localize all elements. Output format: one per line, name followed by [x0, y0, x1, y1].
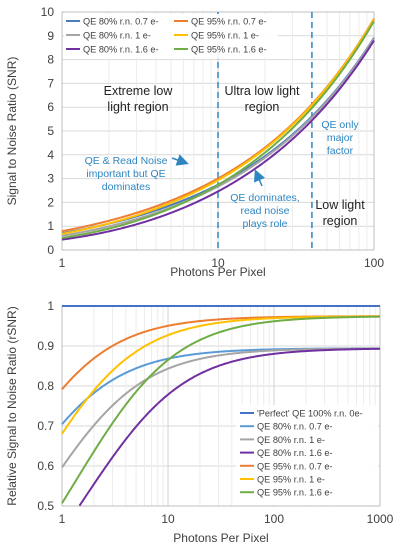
- annotation-qe-rn: QE & Read Noise: [85, 155, 168, 167]
- annotation-qe-dom: QE dominates,: [230, 192, 299, 204]
- legend-entry-qe-80-r-n-1-e: QE 80% r.n. 1 e-: [83, 31, 151, 41]
- annotation-qe-rn: important but QE: [86, 168, 165, 180]
- y-axis-label: Relative Signal to Noise Ratio (rSNR): [5, 306, 19, 505]
- legend-entry-qe-95-r-n-1-6-e: QE 95% r.n. 1.6 e-: [257, 488, 333, 498]
- x-axis-label: Photons Per Pixel: [173, 531, 268, 545]
- legend-entry-qe-95-r-n-1-e: QE 95% r.n. 1 e-: [257, 475, 325, 485]
- y-tick-label: 0.8: [37, 379, 54, 393]
- legend-entry-qe-80-r-n-1-e: QE 80% r.n. 1 e-: [257, 435, 325, 445]
- series-line-qe-80-r-n-1-6-e: [61, 39, 375, 241]
- legend-background: [64, 14, 278, 58]
- x-tick-label: 100: [264, 512, 284, 526]
- legend: 'Perfect' QE 100% r.n. 0e- QE 80% r.n. 0.…: [236, 405, 378, 505]
- annotation-ultra: region: [245, 100, 280, 114]
- chart-2-plot: 0.5 0.6 0.7 0.8 0.9 1 1 10 100 1000 Photons Per Pi…: [5, 299, 394, 545]
- legend-entry-qe-95-r-n-0-7-e: QE 95% r.n. 0.7 e-: [191, 17, 267, 27]
- annotation-extreme: light region: [107, 100, 168, 114]
- y-tick-label: 1: [47, 219, 54, 233]
- annotation-qe-dom: plays role: [243, 218, 288, 230]
- y-tick-label: 0: [47, 243, 54, 257]
- series-line-qe-80-r-n-1-e: [61, 347, 381, 469]
- legend-entry-qe-95-r-n-0-7-e: QE 95% r.n. 0.7 e-: [257, 461, 333, 471]
- x-tick-label: 100: [364, 256, 384, 270]
- y-tick-label: 7: [47, 76, 54, 90]
- x-tick-label: 10: [211, 256, 225, 270]
- annotation-qe-dom: read noise: [240, 205, 289, 217]
- x-tick-label: 1000: [367, 512, 394, 526]
- y-tick-label: 4: [47, 148, 54, 162]
- y-tick-label: 6: [47, 100, 54, 114]
- annotation-qe-rn: dominates: [102, 181, 150, 193]
- annotation-arrow-qe-dom: [254, 169, 266, 187]
- x-tick-label: 1: [59, 512, 66, 526]
- annotation-qe-only: QE only: [321, 119, 359, 131]
- y-tick-label: 9: [47, 29, 54, 43]
- legend-entry-qe-80-r-n-0-7-e: QE 80% r.n. 0.7 e-: [83, 17, 159, 27]
- y-axis-label: Signal to Noise Ratio (SNR): [5, 57, 19, 206]
- series-line-qe-95-r-n-1-e: [61, 18, 375, 235]
- legend-entry-qe-80-r-n-1-6-e: QE 80% r.n. 1.6 e-: [83, 45, 159, 55]
- annotation-low: region: [323, 214, 358, 228]
- y-tick-label: 8: [47, 53, 54, 67]
- y-tick-label: 0.7: [37, 419, 54, 433]
- series-line-qe-95-r-n-0-7-e: [61, 315, 380, 390]
- annotation-qe-only: factor: [327, 145, 354, 157]
- x-tick-label: 1: [59, 256, 66, 270]
- x-tick-label: 10: [161, 512, 175, 526]
- y-tick-label: 1: [47, 299, 54, 313]
- annotation-qe-only: major: [327, 132, 354, 144]
- x-axis-label: Photons Per Pixel: [170, 265, 265, 279]
- series-line-qe-80-r-n-1-6-e: [78, 347, 381, 507]
- y-tick-label: 0.6: [37, 459, 54, 473]
- annotation-extreme: Extreme low: [104, 84, 174, 98]
- legend: QE 80% r.n. 0.7 e- QE 95% r.n. 0.7 e- QE 8…: [64, 14, 278, 58]
- annotation-low: Low light: [315, 198, 365, 212]
- series-line-qe-95-r-n-1-6-e: [61, 20, 375, 239]
- legend-entry-qe-95-r-n-1-e: QE 95% r.n. 1 e-: [191, 31, 259, 41]
- legend-entry-qe-95-r-n-1-6-e: QE 95% r.n. 1.6 e-: [191, 45, 267, 55]
- y-tick-label: 10: [41, 5, 55, 19]
- y-tick-label: 0.5: [37, 499, 54, 513]
- y-tick-label: 2: [47, 195, 54, 209]
- legend-entry-perfect-qe-100-r-n-0e: 'Perfect' QE 100% r.n. 0e-: [257, 409, 363, 419]
- series-line-qe-80-r-n-1-e: [61, 37, 375, 237]
- legend-entry-qe-80-r-n-1-6-e: QE 80% r.n. 1.6 e-: [257, 448, 333, 458]
- y-tick-label: 3: [47, 172, 54, 186]
- series-line-qe-95-r-n-1-e: [61, 315, 381, 435]
- legend-background: [236, 405, 378, 505]
- y-tick-label: 0.9: [37, 339, 54, 353]
- y-tick-label: 5: [47, 124, 54, 138]
- annotation-ultra: Ultra low light: [224, 84, 300, 98]
- legend-entry-qe-80-r-n-0-7-e: QE 80% r.n. 0.7 e-: [257, 422, 333, 432]
- rsnr-chart: 0.5 0.6 0.7 0.8 0.9 1 1 10 100 1000 Photons Per Pi…: [5, 299, 394, 545]
- series-line-qe-95-r-n-1-6-e: [61, 315, 381, 504]
- annotation-arrow-qe-rn: [171, 154, 189, 166]
